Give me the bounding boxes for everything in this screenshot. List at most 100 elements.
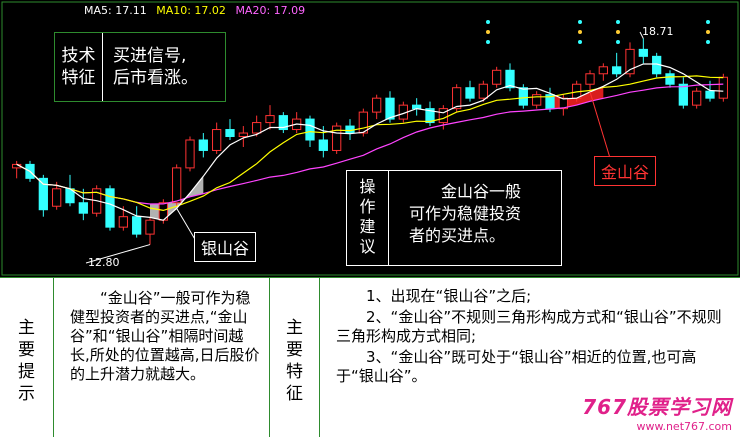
technical-feature-text: 买进信号, 后市看涨。 — [113, 45, 198, 89]
watermark-url: www.net767.com — [636, 420, 732, 433]
candle-up — [598, 66, 608, 75]
candle-up — [332, 125, 342, 151]
gold-valley-label: 金山谷 — [594, 156, 657, 186]
signal-dot — [578, 40, 582, 44]
signal-dot — [616, 30, 620, 34]
tip-text: “金山谷”一般可作为稳健型投资者的买进点,“金山谷”和“银山谷”相隔时间越长,所… — [70, 289, 260, 383]
box1-right-line: 买进信号, — [113, 46, 187, 66]
candle-up — [238, 132, 248, 138]
candle-down — [518, 87, 528, 106]
signal-dot — [616, 40, 620, 44]
signal-dot — [616, 20, 620, 24]
candle-down — [678, 83, 688, 106]
candle-up — [452, 87, 462, 110]
candle-down — [505, 69, 515, 89]
operation-advice-text: 金山谷一般 可作为稳健投资 者的买进点。 — [395, 181, 557, 247]
candle-down — [278, 115, 288, 131]
feature-label: 主 要 特 征 — [270, 277, 319, 405]
technical-feature-box: 技术 特征 买进信号, 后市看涨。 — [54, 32, 226, 102]
box1-right-line: 后市看涨。 — [113, 68, 198, 88]
signal-dot — [486, 30, 490, 34]
candle-down — [198, 139, 208, 151]
tip-label-char: 提 — [18, 362, 35, 382]
candle-down — [132, 216, 142, 235]
operation-advice-label: 操 作 建 议 — [347, 171, 389, 265]
signal-dot — [706, 40, 710, 44]
tip-label-cell: 主 要 提 示 — [0, 277, 54, 437]
high-price-label: 18.71 — [642, 25, 674, 38]
chart-frame — [1, 1, 739, 276]
candle-up — [372, 97, 382, 113]
candle-up — [118, 216, 128, 228]
candle-down — [305, 118, 315, 141]
signal-dot — [486, 40, 490, 44]
candle-down — [465, 87, 475, 99]
box2-left-line: 操 — [359, 177, 376, 196]
candle-up — [358, 111, 368, 134]
candle-down — [385, 97, 395, 120]
feature-item: 3、“金山谷”既可处于“银山谷”相近的位置,也可高于“银山谷”。 — [336, 348, 697, 385]
candle-down — [638, 48, 648, 57]
candle-down — [38, 177, 48, 211]
ma10-line — [16, 75, 724, 212]
site-watermark: 767股票学习网 www.net767.com — [582, 391, 732, 433]
candle-down — [705, 90, 715, 99]
candle-up — [558, 97, 568, 110]
silver-valley-label: 银山谷 — [194, 232, 257, 262]
legend-ma10: MA10: 17.02 — [156, 4, 226, 17]
feature-label-char: 主 — [286, 318, 303, 338]
box2-right-line: 者的买进点。 — [409, 226, 506, 245]
low-marker — [85, 244, 151, 264]
candle-up — [718, 76, 728, 99]
candle-up — [212, 129, 222, 151]
candle-up — [145, 219, 155, 235]
candle-down — [225, 129, 235, 138]
signal-dot — [486, 20, 490, 24]
candle-down — [612, 66, 622, 75]
ma5-line — [16, 63, 724, 221]
feature-item: 2、“金山谷”不规则三角形构成方式和“银山谷”不规则三角形构成方式相同; — [336, 308, 722, 345]
signal-dot — [706, 20, 710, 24]
candle-up — [478, 83, 488, 99]
feature-item: 1、出现在“银山谷”之后; — [366, 287, 532, 305]
candle-up — [185, 139, 195, 169]
box2-right-line: 金山谷一般 — [441, 182, 522, 201]
candle-up — [52, 188, 62, 207]
feature-label-char: 要 — [286, 340, 303, 360]
feature-label-char: 征 — [286, 384, 303, 404]
feature-label-char: 特 — [286, 362, 303, 382]
box1-left-line: 技术 — [61, 46, 96, 66]
tip-label-char: 要 — [18, 340, 35, 360]
candle-up — [172, 167, 182, 204]
signal-dot — [578, 30, 582, 34]
candle-up — [692, 90, 702, 106]
candle-down — [78, 202, 88, 214]
candle-up — [438, 108, 448, 124]
tip-label: 主 要 提 示 — [0, 277, 53, 405]
legend-ma5: MA5: 17.11 — [84, 4, 147, 17]
operation-advice-box: 操 作 建 议 金山谷一般 可作为稳健投资 者的买进点。 — [346, 170, 562, 266]
legend-ma20: MA20: 17.09 — [235, 4, 306, 17]
feature-label-cell: 主 要 特 征 — [270, 277, 320, 437]
tip-label-char: 示 — [18, 384, 35, 404]
box2-left-line: 议 — [359, 237, 376, 256]
candle-down — [105, 188, 115, 228]
low-price-label: 12.80 — [88, 256, 120, 269]
candle-up — [532, 94, 542, 106]
gold-pointer — [589, 91, 611, 159]
candle-down — [318, 139, 328, 151]
candle-down — [665, 73, 675, 85]
silver-pointer — [176, 208, 197, 242]
explanation-panel: 主 要 提 示 “金山谷”一般可作为稳健型投资者的买进点,“金山谷”和“银山谷”… — [0, 277, 740, 437]
tip-label-char: 主 — [18, 318, 35, 338]
candle-up — [265, 115, 275, 124]
signal-dot — [706, 30, 710, 34]
candle-up — [625, 48, 635, 75]
tip-text-cell: “金山谷”一般可作为稳健型投资者的买进点,“金山谷”和“银山谷”相隔时间越长,所… — [54, 277, 270, 437]
candle-up — [492, 69, 502, 85]
high-marker — [639, 31, 644, 39]
technical-feature-label: 技术 特征 — [55, 33, 103, 101]
candle-up — [585, 73, 595, 85]
feature-list: 1、出现在“银山谷”之后; 2、“金山谷”不规则三角形构成方式和“银山谷”不规则… — [336, 287, 728, 386]
box1-left-line: 特征 — [61, 68, 96, 88]
